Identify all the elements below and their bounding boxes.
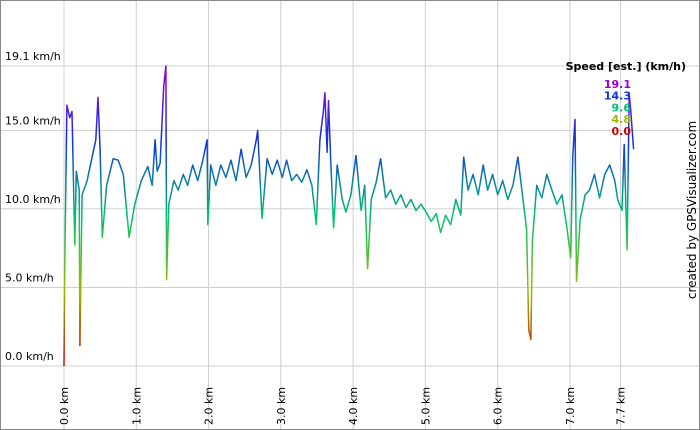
- speed-line: [63, 65, 635, 367]
- x-tick-label: 4.0 km: [347, 387, 360, 425]
- x-tick-label: 7.7 km: [615, 387, 628, 425]
- x-tick-label: 2.0 km: [203, 387, 216, 425]
- legend-value: 0.0: [612, 125, 632, 138]
- y-tick-label: 5.0 km/h: [5, 271, 54, 284]
- credit: created by GPSVisualizer.com: [685, 121, 699, 299]
- x-tick-label: 1.0 km: [130, 387, 143, 425]
- x-tick-label: 5.0 km: [419, 387, 432, 425]
- legend-value: 14.3: [604, 90, 631, 103]
- x-tick-label: 7.0 km: [564, 387, 577, 425]
- x-tick-label: 0.0 km: [58, 387, 71, 425]
- legend-title: Speed [est.] (km/h): [566, 60, 686, 73]
- y-tick-label: 0.0 km/h: [5, 350, 54, 363]
- x-tick-label: 6.0 km: [492, 387, 505, 425]
- y-tick-label: 15.0 km/h: [5, 114, 61, 127]
- y-tick-label: 10.0 km/h: [5, 193, 61, 206]
- legend-value: 4.8: [612, 113, 632, 126]
- legend-value: 19.1: [604, 78, 631, 91]
- y-tick-label: 19.1 km/h: [5, 50, 61, 63]
- x-tick-label: 3.0 km: [275, 387, 288, 425]
- legend-value: 9.6: [612, 101, 632, 114]
